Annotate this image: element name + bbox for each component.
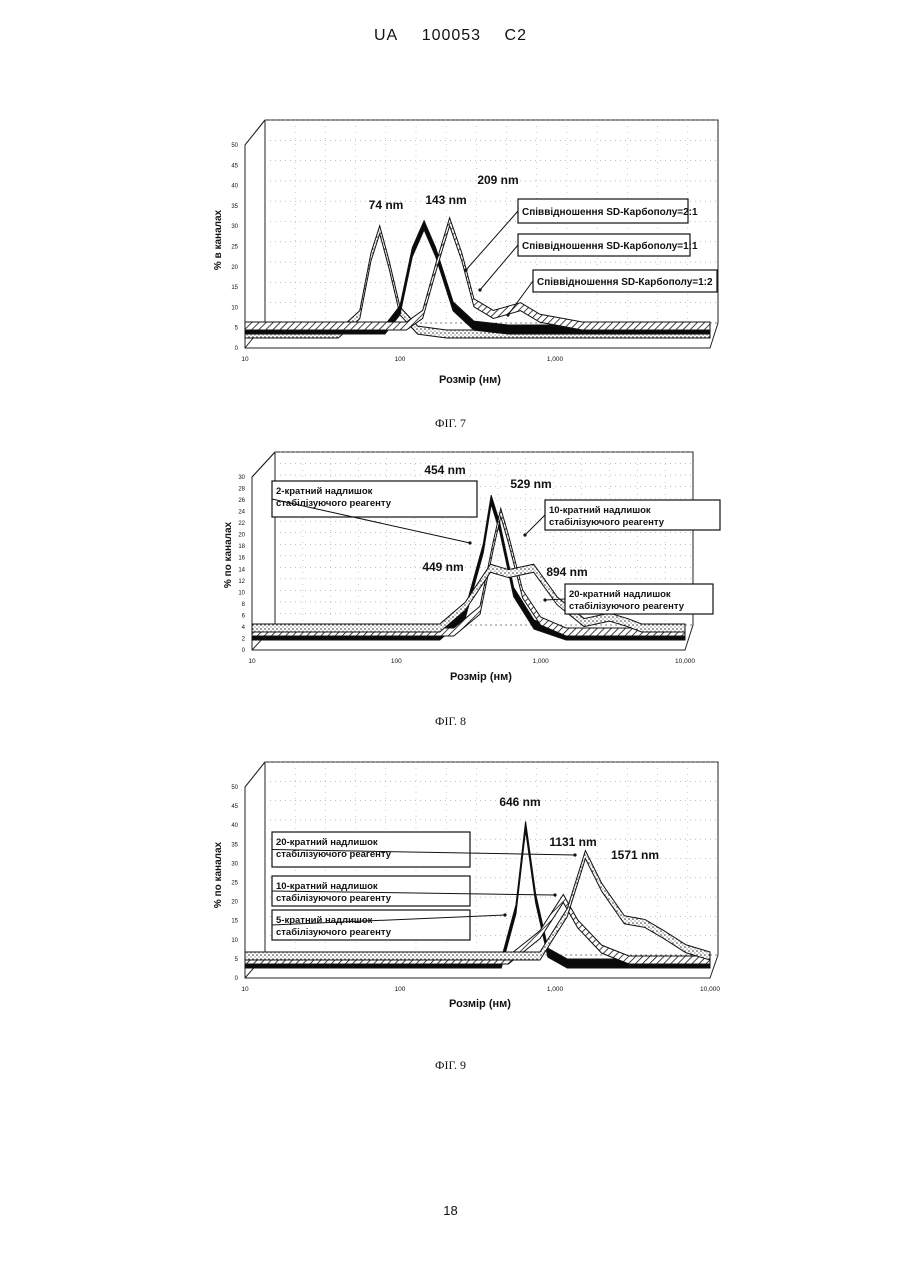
legend-label: 20-кратний надлишокстабілізуючого реаген… <box>276 837 392 860</box>
peak-label: 646 nm <box>499 795 540 809</box>
peak-label: 454 nm <box>424 463 465 477</box>
y-tick-label: 15 <box>231 919 238 925</box>
x-tick-label: 100 <box>395 986 406 993</box>
peak-label: 894 nm <box>546 565 587 579</box>
header-number: 100053 <box>422 27 481 44</box>
legend-callout: 20-кратний надлишокстабілізуючого реаген… <box>543 584 713 614</box>
y-tick-label: 15 <box>231 285 238 291</box>
y-tick-label: 20 <box>238 533 245 539</box>
legend-label: 20-кратний надлишокстабілізуючого реаген… <box>569 589 685 612</box>
y-tick-label: 30 <box>231 224 238 230</box>
x-axis-label: Розмір (нм) <box>450 671 512 683</box>
x-axis-label: Розмір (нм) <box>449 998 511 1010</box>
y-tick-label: 10 <box>238 590 245 596</box>
legend-callout: 2-кратний надлишокстабілізуючого реагент… <box>272 481 477 545</box>
x-tick-label: 10 <box>248 658 256 665</box>
peak-label: 529 nm <box>510 477 551 491</box>
y-tick-label: 10 <box>231 938 238 944</box>
legend-label: Співвідношення SD-Карбополу=1:1 <box>522 240 698 252</box>
peak-label: 1571 nm <box>611 848 659 862</box>
caption-fig7: ФІГ. 7 <box>0 416 901 431</box>
caption-fig9: ФІГ. 9 <box>0 1058 901 1073</box>
x-tick-label: 10 <box>241 986 249 993</box>
x-tick-label: 10 <box>241 356 249 363</box>
y-tick-label: 30 <box>238 475 245 481</box>
y-tick-label: 25 <box>231 881 238 887</box>
y-axis-label: % по каналах <box>213 841 224 908</box>
y-tick-label: 22 <box>238 521 245 527</box>
y-tick-label: 45 <box>231 804 238 810</box>
y-axis-label: % по каналах <box>223 521 234 588</box>
y-tick-label: 20 <box>231 900 238 906</box>
x-tick-label: 1,000 <box>547 356 564 363</box>
y-tick-label: 18 <box>238 544 245 550</box>
patent-header: UA 100053 C2 <box>0 27 901 45</box>
y-tick-label: 16 <box>238 556 245 562</box>
peak-label: 1131 nm <box>549 835 596 849</box>
y-tick-label: 0 <box>242 648 246 654</box>
chart-fig8: 024681012141618202224262830101001,00010,… <box>0 440 901 720</box>
x-tick-label: 100 <box>391 658 402 665</box>
x-tick-label: 10,000 <box>675 658 695 665</box>
y-tick-label: 35 <box>231 204 238 210</box>
chart-frame <box>245 762 718 978</box>
y-tick-label: 14 <box>238 567 245 573</box>
peak-label: 143 nm <box>425 193 466 207</box>
legend-label: 10-кратний надлишокстабілізуючого реаген… <box>549 505 665 528</box>
peak-label: 74 nm <box>369 198 404 212</box>
y-tick-label: 35 <box>231 842 238 848</box>
y-tick-label: 50 <box>231 785 238 791</box>
x-axis-label: Розмір (нм) <box>439 374 501 386</box>
x-tick-label: 10,000 <box>700 986 720 993</box>
x-tick-label: 1,000 <box>547 986 564 993</box>
y-tick-label: 10 <box>231 305 238 311</box>
y-tick-label: 24 <box>238 510 245 516</box>
legend-callout: Співвідношення SD-Карбополу=1:2 <box>506 270 717 317</box>
y-tick-label: 40 <box>231 823 238 829</box>
y-tick-label: 8 <box>242 602 246 608</box>
y-tick-label: 5 <box>235 326 239 332</box>
chart-fig9: 0 5 10 15 20 25 30 35 40 45 50 10 100 1,000 10,000 Розм… <box>0 750 901 1050</box>
y-tick-label: 26 <box>238 498 245 504</box>
y-tick-label: 30 <box>231 861 238 867</box>
legend-label: 10-кратний надлишокстабілізуючого реаген… <box>276 881 392 904</box>
y-tick-label: 6 <box>242 613 246 619</box>
legend-callout: 10-кратний надлишокстабілізуючого реаген… <box>272 876 557 906</box>
y-tick-label: 0 <box>235 976 239 982</box>
y-tick-label: 2 <box>242 636 246 642</box>
header-country: UA <box>374 27 398 44</box>
legend-callout: 5-кратний надлишокстабілізуючого реагент… <box>272 910 507 940</box>
legend-label: Співвідношення SD-Карбополу=2:1 <box>522 206 698 218</box>
y-tick-label: 45 <box>231 163 238 169</box>
legend-callout: 10-кратний надлишокстабілізуючого реаген… <box>523 500 720 537</box>
y-tick-label: 28 <box>238 487 245 493</box>
y-tick-label: 40 <box>231 184 238 190</box>
caption-fig8: ФІГ. 8 <box>0 714 901 729</box>
peak-label: 449 nm <box>422 560 463 574</box>
x-tick-label: 100 <box>395 356 406 363</box>
x-tick-label: 1,000 <box>533 658 550 665</box>
y-tick-label: 20 <box>231 265 238 271</box>
y-tick-label: 50 <box>231 143 238 149</box>
legend-label: Співвідношення SD-Карбополу=1:2 <box>537 276 713 288</box>
y-tick-label: 25 <box>231 245 238 251</box>
header-kind: C2 <box>505 27 527 44</box>
y-tick-label: 5 <box>235 957 239 963</box>
peak-label: 209 nm <box>477 173 518 187</box>
y-tick-label: 0 <box>235 346 239 352</box>
y-axis-label: % в каналах <box>213 209 224 270</box>
y-tick-label: 12 <box>238 579 245 585</box>
page-number: 18 <box>0 1203 901 1218</box>
y-tick-label: 4 <box>242 625 246 631</box>
